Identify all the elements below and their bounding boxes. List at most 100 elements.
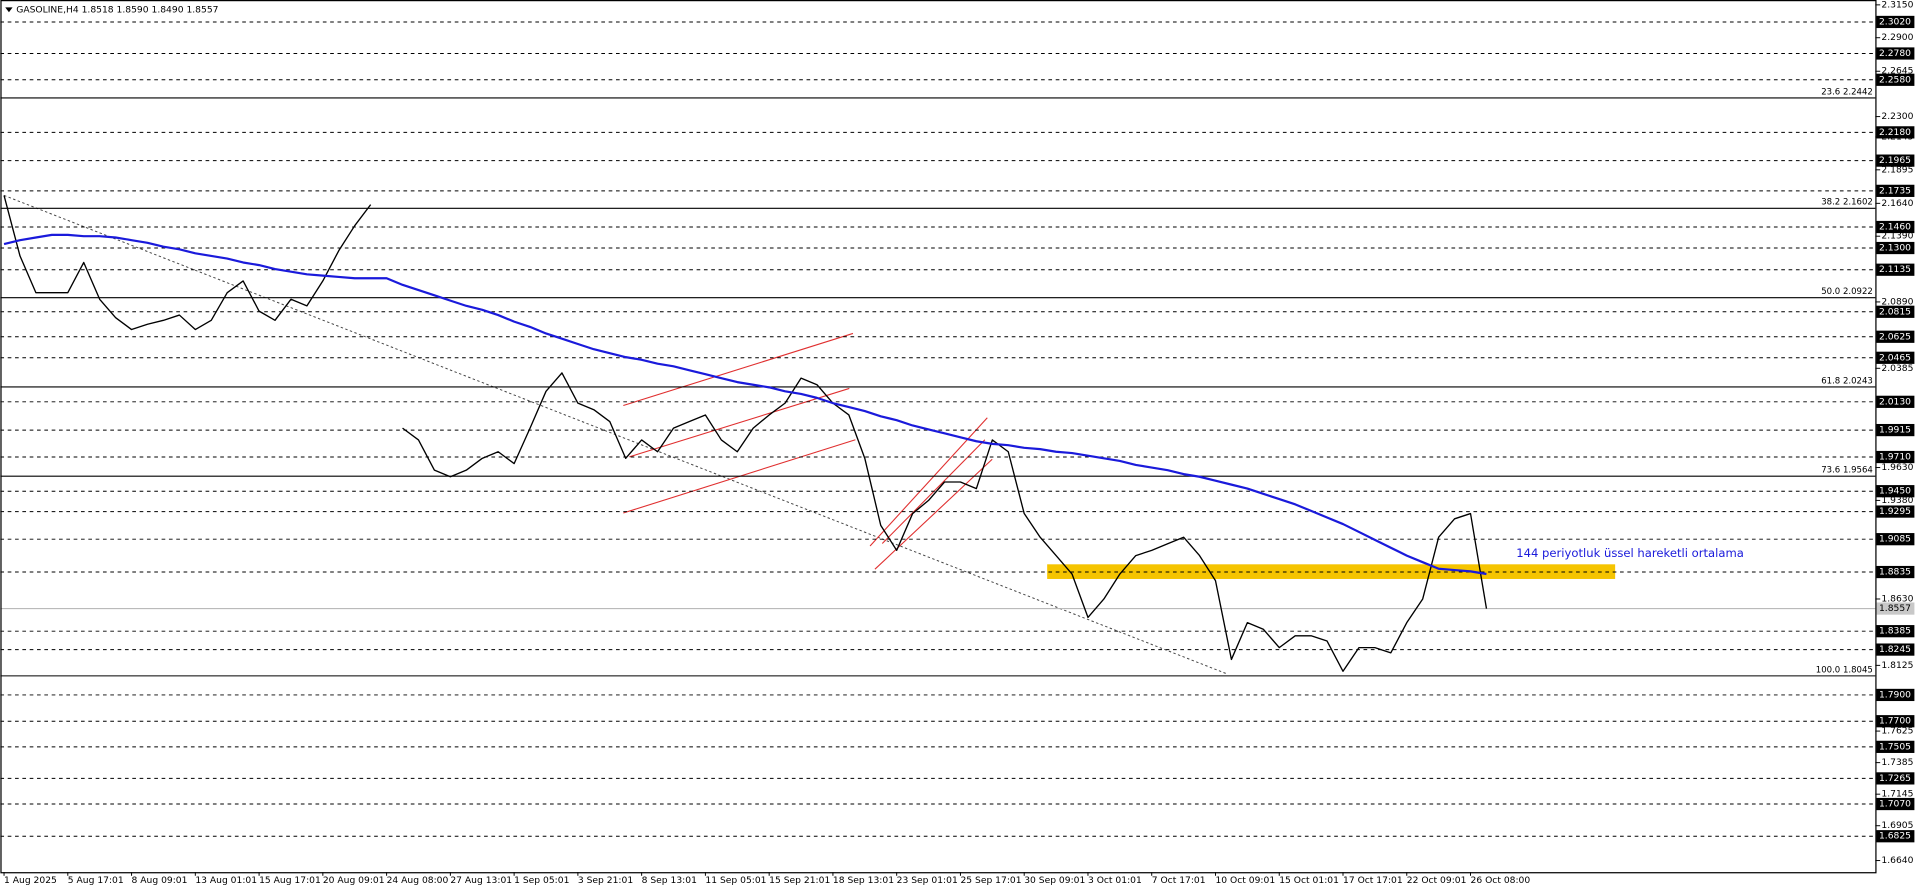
level-label: 2.0625 <box>1879 331 1911 342</box>
y-tick-label: 1.8630 <box>1881 593 1913 604</box>
level-box <box>1876 625 1915 638</box>
x-tick-label: 1 Sep 05:01 <box>514 875 569 886</box>
y-tick-label: 1.9630 <box>1881 462 1913 473</box>
x-tick-label: 20 Aug 09:01 <box>323 875 385 886</box>
y-tick-label: 2.1640 <box>1881 198 1913 209</box>
channel-line <box>629 387 850 458</box>
y-tick-label: 1.9380 <box>1881 495 1913 506</box>
y-tick-label: 1.7145 <box>1881 789 1913 800</box>
fib-label: 23.6 2.2442 <box>1821 87 1873 97</box>
chart-title: GASOLINE,H4 1.8518 1.8590 1.8490 1.8557 <box>16 4 218 15</box>
x-tick-label: 22 Oct 09:01 <box>1407 875 1467 886</box>
level-label: 2.2180 <box>1879 127 1911 138</box>
level-box <box>1876 15 1915 29</box>
x-tick-label: 1 Aug 2025 <box>4 875 57 886</box>
level-box <box>1876 47 1915 60</box>
level-box <box>1876 797 1915 811</box>
level-box <box>1876 565 1915 579</box>
ema-line <box>3 233 1487 576</box>
level-box <box>1876 505 1915 518</box>
level-label: 1.8245 <box>1879 644 1911 655</box>
level-box <box>1876 126 1915 139</box>
x-tick-label: 18 Sep 13:01 <box>833 875 894 886</box>
x-tick-label: 10 Oct 09:01 <box>1215 875 1275 886</box>
annotation: 144 periyotluk üssel hareketli ortalama <box>1516 546 1744 560</box>
level-label: 2.1965 <box>1879 155 1911 166</box>
level-label: 1.9915 <box>1879 425 1911 436</box>
levels: 23.6 2.2442 38.2 2.1602 50.0 2.0922 61.8 2.… <box>0 21 1876 837</box>
y-tick-label: 2.2645 <box>1881 66 1913 77</box>
level-label: 1.7505 <box>1879 741 1911 752</box>
y-tick-label: 2.1390 <box>1881 231 1913 242</box>
level-box <box>1876 450 1915 464</box>
x-tick-label: 25 Sep 17:01 <box>960 875 1021 886</box>
level-box <box>1876 533 1915 546</box>
level-label: 1.9710 <box>1879 452 1911 463</box>
level-box <box>1876 715 1915 728</box>
level-box <box>1876 305 1915 318</box>
x-tick-label: 30 Sep 09:01 <box>1024 875 1085 886</box>
level-box <box>1876 740 1915 753</box>
x-tick-label: 17 Oct 17:01 <box>1343 875 1403 886</box>
plot <box>3 195 1488 672</box>
y-tick-label: 2.2900 <box>1881 32 1913 43</box>
level-label: 2.0815 <box>1879 306 1911 317</box>
level-label: 2.2780 <box>1879 48 1911 59</box>
y-tick-label: 2.2300 <box>1881 111 1913 122</box>
x-tick-label: 11 Sep 05:01 <box>705 875 766 886</box>
level-box <box>1876 485 1915 498</box>
y-tick-label: 1.6640 <box>1881 855 1913 866</box>
level-label: 1.7265 <box>1879 773 1911 784</box>
y-tick-label: 1.7385 <box>1881 757 1913 768</box>
level-label: 2.1300 <box>1879 243 1911 254</box>
level-box <box>1876 688 1915 702</box>
x-tick-label: 26 Oct 08:00 <box>1471 875 1531 886</box>
price-box <box>1876 602 1915 615</box>
x-tick-label: 8 Aug 09:01 <box>132 875 188 886</box>
level-box <box>1876 263 1915 276</box>
level-label: 2.1735 <box>1879 185 1911 196</box>
x-tick-label: 15 Oct 01:01 <box>1279 875 1339 886</box>
y-tick-label: 2.0890 <box>1881 296 1913 307</box>
level-box <box>1876 241 1915 255</box>
fib-label: 38.2 2.1602 <box>1821 198 1873 208</box>
collapse-icon <box>5 7 13 13</box>
level-box <box>1876 772 1915 785</box>
level-label: 1.7900 <box>1879 689 1911 700</box>
price-line-series <box>3 195 1488 672</box>
level-label: 1.6825 <box>1879 831 1911 842</box>
y-tick-label: 1.6905 <box>1881 820 1913 831</box>
x-tick-label: 8 Sep 13:01 <box>642 875 697 886</box>
level-label: 1.9450 <box>1879 486 1911 497</box>
x-tick-label: 15 Aug 17:01 <box>259 875 321 886</box>
x-tick-label: 3 Oct 01:01 <box>1088 875 1142 886</box>
level-box <box>1876 351 1915 364</box>
y-tick-label: 2.3150 <box>1881 0 1913 10</box>
level-box <box>1876 330 1915 343</box>
level-box <box>1876 643 1915 656</box>
fib-label: 61.8 2.0243 <box>1821 376 1873 386</box>
price-label: 1.8557 <box>1879 603 1911 614</box>
level-label: 2.3020 <box>1879 16 1911 27</box>
x-tick-label: 7 Oct 17:01 <box>1152 875 1206 886</box>
level-label: 1.8385 <box>1879 626 1911 637</box>
level-box <box>1876 220 1915 234</box>
y-tick-label: 2.0385 <box>1881 363 1913 374</box>
plot-frame <box>0 0 1877 874</box>
y-tick-label: 2.1895 <box>1881 164 1913 175</box>
level-label: 2.0465 <box>1879 352 1911 363</box>
level-label: 2.1135 <box>1879 264 1911 275</box>
level-box <box>1876 423 1915 437</box>
level-label: 2.2580 <box>1879 74 1911 85</box>
y-tick-label: 1.7625 <box>1881 726 1913 737</box>
x-tick-label: 23 Sep 01:01 <box>897 875 958 886</box>
level-label: 1.8835 <box>1879 567 1911 578</box>
fib-label: 50.0 2.0922 <box>1821 287 1873 297</box>
level-box <box>1876 184 1915 197</box>
level-label: 1.9295 <box>1879 506 1911 517</box>
x-tick-label: 15 Sep 21:01 <box>769 875 830 886</box>
x-tick-label: 24 Aug 08:00 <box>387 875 449 886</box>
